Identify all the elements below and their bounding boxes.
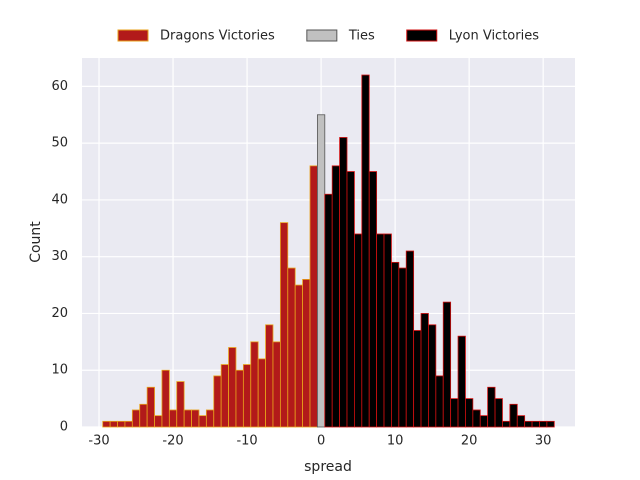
bar <box>346 171 355 428</box>
x-tick-label: -20 <box>162 434 183 449</box>
bar <box>502 420 511 428</box>
bar <box>176 381 185 428</box>
legend-swatch <box>406 29 438 42</box>
bar <box>479 415 489 428</box>
y-tick-label: 50 <box>51 136 68 151</box>
x-tick-label: 0 <box>317 434 325 449</box>
bar <box>279 222 289 428</box>
bar <box>472 409 481 428</box>
bar <box>316 114 326 428</box>
bar <box>154 415 163 428</box>
bar <box>391 261 400 428</box>
bar <box>376 233 385 428</box>
bar <box>191 409 200 428</box>
bar <box>228 347 237 428</box>
bar <box>109 420 118 428</box>
bar <box>250 341 259 428</box>
bar <box>294 284 303 428</box>
bar <box>324 193 333 428</box>
bar <box>117 420 126 428</box>
bar <box>539 420 548 428</box>
x-tick-label: -30 <box>88 434 109 449</box>
x-tick-label: -10 <box>236 434 257 449</box>
bar <box>509 403 518 428</box>
bar <box>265 324 274 428</box>
bar <box>272 341 281 428</box>
bar <box>465 398 474 428</box>
y-tick-label: 40 <box>51 192 68 207</box>
bar <box>450 398 459 428</box>
bar <box>124 420 133 428</box>
bar <box>205 409 215 428</box>
y-tick-label: 30 <box>51 249 68 264</box>
bar <box>413 330 422 428</box>
bar <box>331 165 341 428</box>
legend: Dragons Victories Ties Lyon Victories <box>117 29 539 44</box>
legend-swatch <box>117 29 149 42</box>
bar <box>309 165 318 428</box>
bar <box>168 409 178 428</box>
bar <box>435 375 444 428</box>
bar <box>302 278 311 428</box>
bar <box>339 137 348 428</box>
bar <box>442 301 452 428</box>
bar <box>287 267 296 428</box>
bar <box>242 364 252 428</box>
bar <box>457 335 466 428</box>
bar <box>361 74 370 428</box>
bar <box>546 420 555 428</box>
bar <box>131 409 141 428</box>
bar <box>220 364 229 428</box>
bar <box>531 420 540 428</box>
bar <box>161 369 170 428</box>
legend-label: Ties <box>348 29 375 44</box>
legend-label: Dragons Victories <box>160 29 275 44</box>
x-tick-label: 10 <box>387 434 404 449</box>
bar <box>494 398 503 428</box>
bar <box>368 171 378 428</box>
bar <box>102 420 111 428</box>
bar <box>487 386 496 428</box>
bar <box>524 420 533 428</box>
bar <box>235 369 244 428</box>
bar <box>516 415 526 428</box>
bar <box>354 233 363 428</box>
bar <box>257 358 266 428</box>
bar <box>198 415 207 428</box>
bar <box>428 324 437 428</box>
x-tick-label: 20 <box>461 434 478 449</box>
bar <box>146 386 155 428</box>
y-tick-label: 0 <box>60 420 68 435</box>
y-tick-label: 20 <box>51 306 68 321</box>
bar <box>398 267 407 428</box>
y-axis-label: Count <box>28 221 44 263</box>
bar <box>213 375 222 428</box>
bar <box>183 409 192 428</box>
bar <box>420 313 429 428</box>
x-axis-label: spread <box>304 459 352 475</box>
x-tick-label: 30 <box>535 434 552 449</box>
bar <box>383 233 392 428</box>
legend-label: Lyon Victories <box>449 29 539 44</box>
y-tick-label: 60 <box>51 79 68 94</box>
legend-swatch <box>306 29 338 42</box>
bar <box>139 403 148 428</box>
y-tick-label: 10 <box>51 363 68 378</box>
bar <box>405 250 415 428</box>
